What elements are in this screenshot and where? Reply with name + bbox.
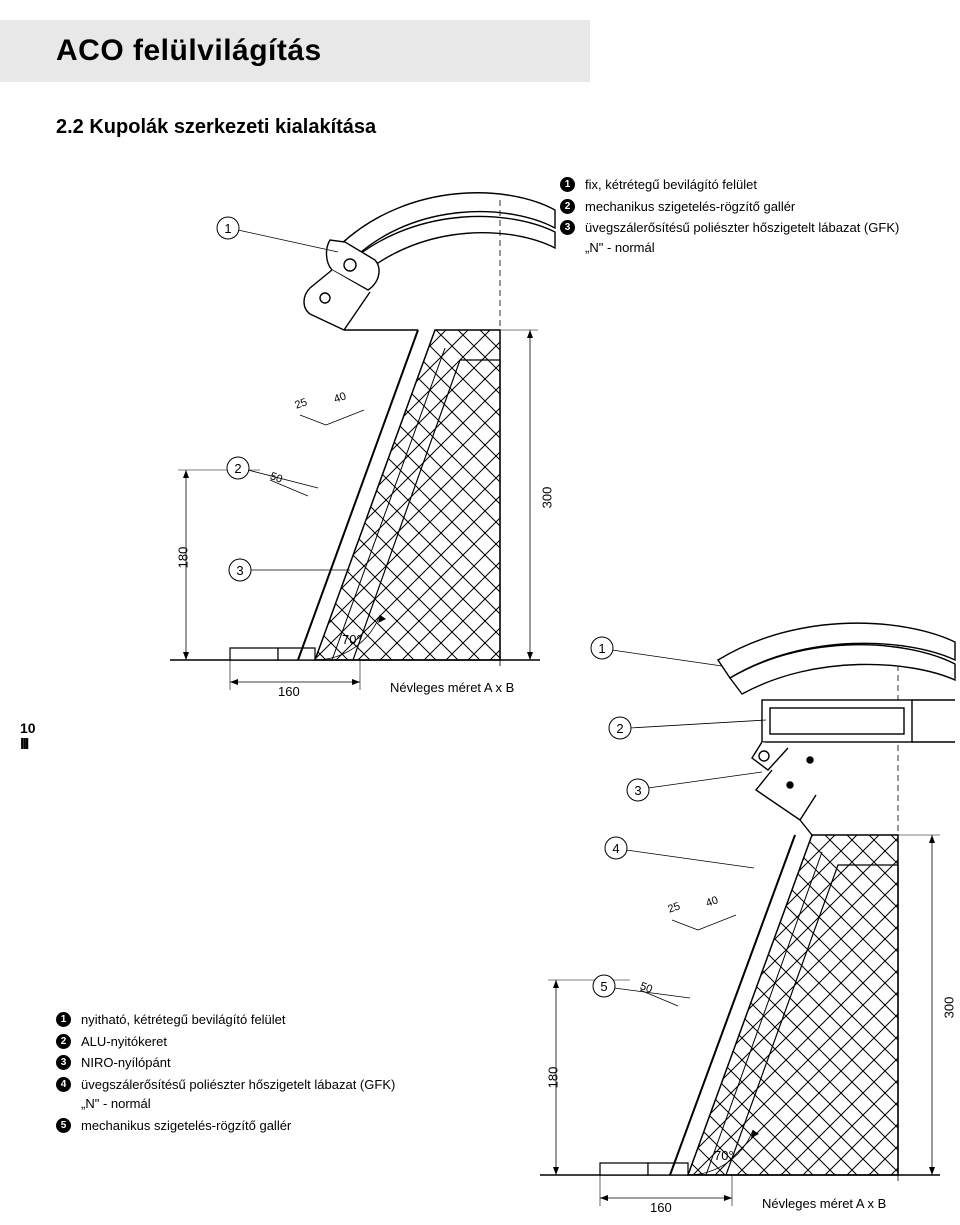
legend-text: fix, kétrétegű bevilágító felület bbox=[585, 175, 920, 195]
svg-text:1: 1 bbox=[224, 221, 231, 236]
svg-text:2: 2 bbox=[234, 461, 241, 476]
section-title: 2.2 Kupolák szerkezeti kialakítása bbox=[56, 116, 376, 139]
svg-text:3: 3 bbox=[236, 563, 243, 578]
dim-label-300: 300 bbox=[539, 487, 554, 509]
legend-num-icon: 2 bbox=[560, 199, 575, 214]
header-bar: ACO felülvilágítás bbox=[0, 20, 590, 82]
dim-300 bbox=[898, 835, 940, 1175]
legend-num-icon: 2 bbox=[56, 1034, 71, 1049]
legend-text: üvegszálerősítésű poliészter hőszigetelt… bbox=[81, 1075, 416, 1114]
dim-label-angle: 70° bbox=[342, 632, 362, 647]
dome-top bbox=[304, 193, 555, 330]
dim-label-300: 300 bbox=[941, 997, 956, 1019]
legend-item: 1 fix, kétrétegű bevilágító felület bbox=[560, 175, 920, 195]
svg-text:2: 2 bbox=[616, 721, 623, 736]
legend-item: 2 mechanikus szigetelés-rögzítő gallér bbox=[560, 197, 920, 217]
diagram-caption: Névleges méret A x B bbox=[762, 1196, 886, 1211]
svg-text:1: 1 bbox=[598, 641, 605, 656]
diagram-caption: Névleges méret A x B bbox=[390, 680, 514, 695]
dim-label-160: 160 bbox=[650, 1200, 672, 1215]
svg-text:5: 5 bbox=[600, 979, 607, 994]
diagram-svg: 1 2 3 bbox=[100, 170, 560, 700]
page-bars: III bbox=[20, 736, 36, 754]
legend-item: 2 ALU-nyitókeret bbox=[56, 1032, 416, 1052]
legend-text: mechanikus szigetelés-rögzítő gallér bbox=[81, 1116, 416, 1136]
legend-num-icon: 3 bbox=[56, 1055, 71, 1070]
legend-text: ALU-nyitókeret bbox=[81, 1032, 416, 1052]
page-number: 10 bbox=[20, 720, 36, 736]
legend-item: 4 üvegszálerősítésű poliészter hőszigete… bbox=[56, 1075, 416, 1114]
diagram-fix-dome: 1 2 3 180 300 160 70° 25 40 50 Névleges … bbox=[100, 170, 560, 700]
dim-label-160: 160 bbox=[278, 684, 300, 699]
dim-300 bbox=[500, 330, 538, 660]
legend-bottom: 1 nyitható, kétrétegű bevilágító felület… bbox=[56, 1010, 416, 1137]
diagram-svg: 1 2 3 4 5 bbox=[500, 620, 960, 1220]
diagram-openable-dome: 1 2 3 4 5 180 300 160 70° 25 40 50 Névle… bbox=[500, 620, 960, 1220]
legend-text: nyitható, kétrétegű bevilágító felület bbox=[81, 1010, 416, 1030]
page-title: ACO felülvilágítás bbox=[56, 34, 322, 68]
dim-small bbox=[270, 410, 364, 496]
svg-text:4: 4 bbox=[612, 841, 619, 856]
legend-item: 3 üvegszálerősítésű poliészter hőszigete… bbox=[560, 218, 920, 257]
legend-item: 5 mechanikus szigetelés-rögzítő gallér bbox=[56, 1116, 416, 1136]
dim-label-angle: 70° bbox=[714, 1148, 734, 1163]
legend-num-icon: 1 bbox=[560, 177, 575, 192]
dim-label-180: 180 bbox=[545, 1067, 560, 1089]
legend-num-icon: 4 bbox=[56, 1077, 71, 1092]
legend-item: 3 NIRO-nyílópánt bbox=[56, 1053, 416, 1073]
legend-num-icon: 1 bbox=[56, 1012, 71, 1027]
legend-item: 1 nyitható, kétrétegű bevilágító felület bbox=[56, 1010, 416, 1030]
legend-text: mechanikus szigetelés-rögzítő gallér bbox=[585, 197, 920, 217]
svg-text:3: 3 bbox=[634, 783, 641, 798]
legend-num-icon: 3 bbox=[560, 220, 575, 235]
legend-text: üvegszálerősítésű poliészter hőszigetelt… bbox=[585, 218, 920, 257]
legend-top: 1 fix, kétrétegű bevilágító felület 2 me… bbox=[560, 175, 920, 259]
dim-label-180: 180 bbox=[175, 547, 190, 569]
legend-num-icon: 5 bbox=[56, 1118, 71, 1133]
page-marker: 10 III bbox=[20, 720, 36, 754]
legend-text: NIRO-nyílópánt bbox=[81, 1053, 416, 1073]
